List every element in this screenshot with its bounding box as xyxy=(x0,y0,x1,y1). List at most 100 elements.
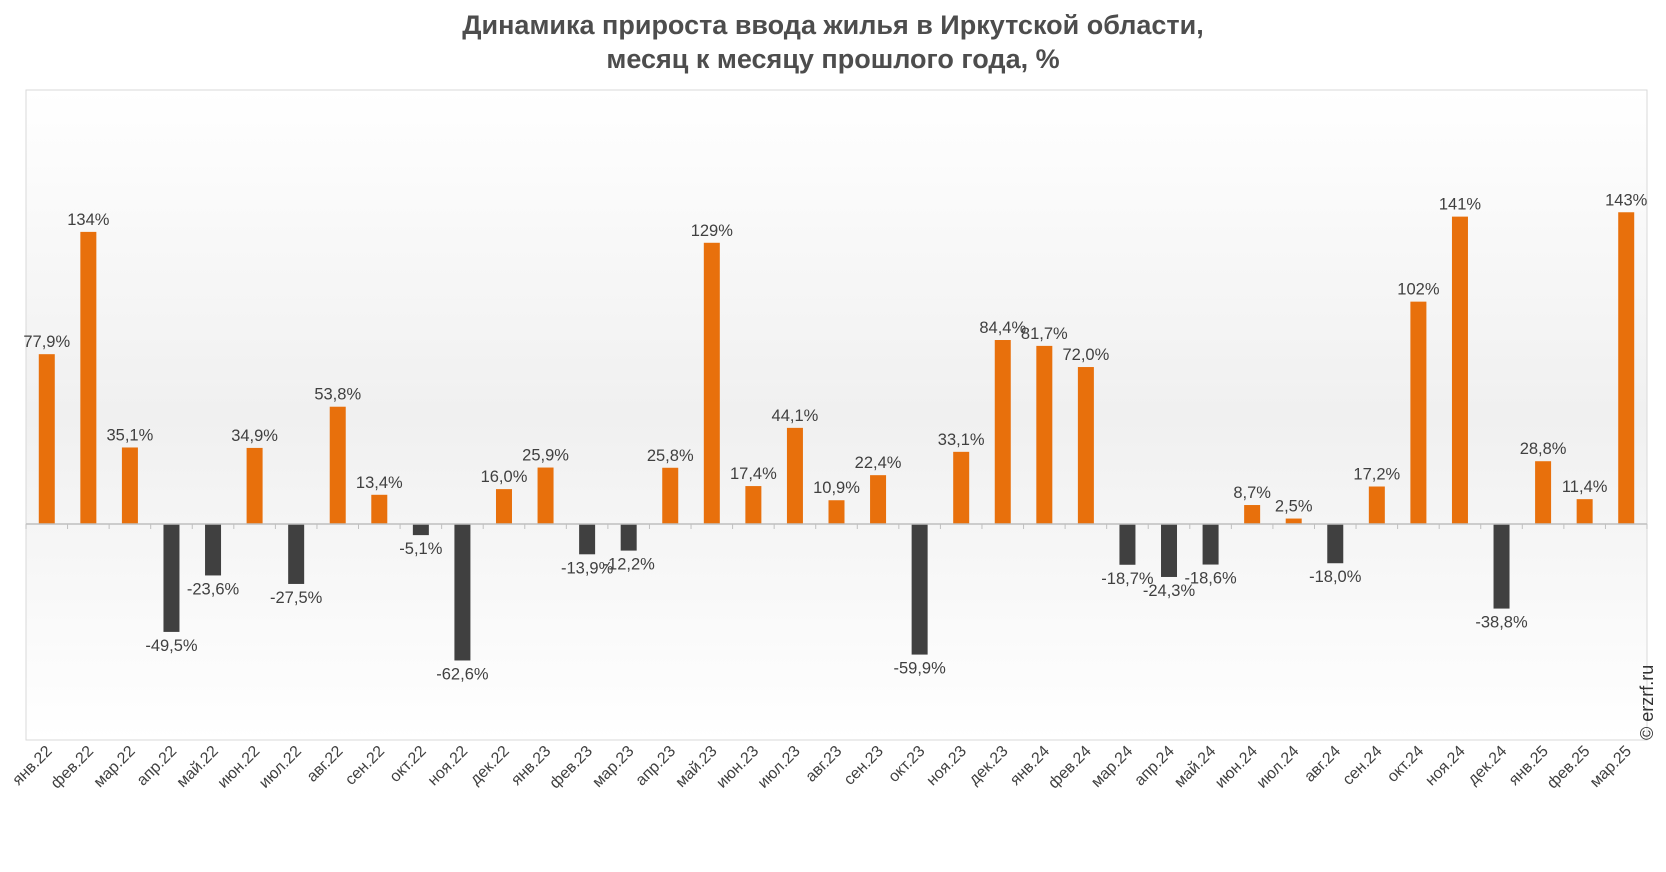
bar-апр.22 xyxy=(163,524,180,632)
data-label: 141% xyxy=(1439,196,1482,214)
bar-мар.25 xyxy=(1618,212,1635,524)
bar-фев.23 xyxy=(579,524,596,555)
chart-title: Динамика прироста ввода жилья в Иркутско… xyxy=(0,8,1666,76)
data-label: -18,7% xyxy=(1101,570,1154,588)
x-tick-label: мар.22 xyxy=(91,743,139,791)
x-tick-label: сен.22 xyxy=(342,743,388,789)
x-tick-label: июл.24 xyxy=(1254,743,1303,792)
bar-июн.22 xyxy=(246,447,263,524)
bar-янв.23 xyxy=(537,467,554,524)
x-tick-label: авг.22 xyxy=(304,743,347,786)
bar-май.23 xyxy=(703,242,720,524)
data-label: -24,3% xyxy=(1143,582,1196,600)
bar-окт.22 xyxy=(412,524,429,536)
x-tick-label: май.24 xyxy=(1171,743,1219,791)
data-label: 129% xyxy=(691,222,734,240)
bar-окт.23 xyxy=(911,524,928,655)
bar-фев.24 xyxy=(1077,367,1094,524)
bar-апр.24 xyxy=(1161,524,1178,577)
x-tick-label: апр.23 xyxy=(633,743,680,790)
bar-сен.24 xyxy=(1368,486,1385,524)
x-tick-label: ноя.23 xyxy=(924,743,970,789)
data-label: 35,1% xyxy=(107,426,154,444)
bar-май.22 xyxy=(205,524,222,576)
chart-title-line-1: Динамика прироста ввода жилья в Иркутско… xyxy=(462,10,1204,40)
data-label: 11,4% xyxy=(1562,478,1608,496)
x-tick-label: ноя.22 xyxy=(425,743,471,789)
x-tick-label: дек.24 xyxy=(1465,743,1511,789)
x-tick-label: окт.24 xyxy=(1384,743,1427,786)
bar-дек.24 xyxy=(1493,524,1510,609)
data-label: -13,9% xyxy=(561,559,614,577)
data-label: 22,4% xyxy=(855,454,902,472)
data-label: 134% xyxy=(67,211,110,229)
x-tick-label: мар.25 xyxy=(1587,743,1635,791)
bar-июн.24 xyxy=(1244,505,1261,524)
data-label: 17,4% xyxy=(730,465,777,483)
x-tick-label: дек.23 xyxy=(966,743,1012,789)
x-tick-label: окт.23 xyxy=(885,743,928,786)
data-label: 2,5% xyxy=(1275,498,1313,516)
x-tick-label: апр.24 xyxy=(1131,743,1178,790)
data-label: 28,8% xyxy=(1520,440,1567,458)
data-label: 17,2% xyxy=(1353,466,1400,484)
bar-сен.23 xyxy=(870,475,887,524)
data-label: 53,8% xyxy=(314,386,361,404)
x-tick-label: фев.25 xyxy=(1544,743,1593,792)
data-label: 34,9% xyxy=(231,427,278,445)
bar-июл.22 xyxy=(288,524,305,584)
bar-янв.24 xyxy=(1036,345,1053,524)
x-tick-label: авг.24 xyxy=(1301,743,1344,786)
x-tick-label: апр.22 xyxy=(134,743,181,790)
bar-июл.24 xyxy=(1285,518,1302,524)
x-tick-label: мар.24 xyxy=(1088,743,1136,791)
bar-ноя.24 xyxy=(1451,216,1468,524)
bar-окт.24 xyxy=(1410,301,1427,524)
data-label: 72,0% xyxy=(1062,346,1109,364)
bar-июл.23 xyxy=(786,427,803,524)
bar-фев.25 xyxy=(1576,499,1593,524)
data-label: 81,7% xyxy=(1021,325,1068,343)
bar-сен.22 xyxy=(371,494,388,524)
data-label: 84,4% xyxy=(979,319,1026,337)
x-tick-label: фев.24 xyxy=(1045,743,1094,792)
bar-мар.23 xyxy=(620,524,637,551)
data-label: 143% xyxy=(1605,191,1648,209)
data-label: -59,9% xyxy=(893,660,946,678)
data-label: 25,9% xyxy=(522,447,569,465)
data-label: -38,8% xyxy=(1475,614,1528,632)
bar-ноя.23 xyxy=(953,451,970,524)
x-tick-label: май.23 xyxy=(672,743,720,791)
x-tick-label: июн.23 xyxy=(713,743,762,792)
x-tick-label: фев.23 xyxy=(547,743,596,792)
chart-title-line-2: месяц к месяцу прошлого года, % xyxy=(606,44,1060,74)
data-label: 10,9% xyxy=(813,479,860,497)
data-label: -62,6% xyxy=(436,665,489,683)
watermark: © erzrf.ru xyxy=(1637,665,1657,740)
bar-мар.24 xyxy=(1119,524,1136,565)
data-label: -27,5% xyxy=(270,589,323,607)
bar-дек.22 xyxy=(495,489,512,524)
data-label: -5,1% xyxy=(399,540,442,558)
bar-авг.24 xyxy=(1327,524,1344,564)
x-tick-label: ноя.24 xyxy=(1422,743,1468,789)
data-label: -18,6% xyxy=(1184,570,1237,588)
bar-янв.25 xyxy=(1535,461,1552,524)
bar-авг.23 xyxy=(828,500,845,524)
bar-ноя.22 xyxy=(454,524,471,661)
x-tick-label: май.22 xyxy=(174,743,222,791)
data-label: 44,1% xyxy=(772,407,819,425)
x-tick-label: июн.22 xyxy=(215,743,264,792)
data-label: -12,2% xyxy=(603,556,656,574)
bar-дек.23 xyxy=(994,340,1011,524)
x-tick-label: фев.22 xyxy=(48,743,97,792)
data-label: -18,0% xyxy=(1309,568,1362,586)
bar-фев.22 xyxy=(80,231,97,524)
bar-авг.22 xyxy=(329,406,346,524)
data-label: -23,6% xyxy=(187,580,240,598)
data-label: -49,5% xyxy=(145,637,198,655)
x-tick-label: окт.22 xyxy=(387,743,430,786)
data-label: 16,0% xyxy=(481,468,528,486)
plot-area xyxy=(25,89,1648,741)
